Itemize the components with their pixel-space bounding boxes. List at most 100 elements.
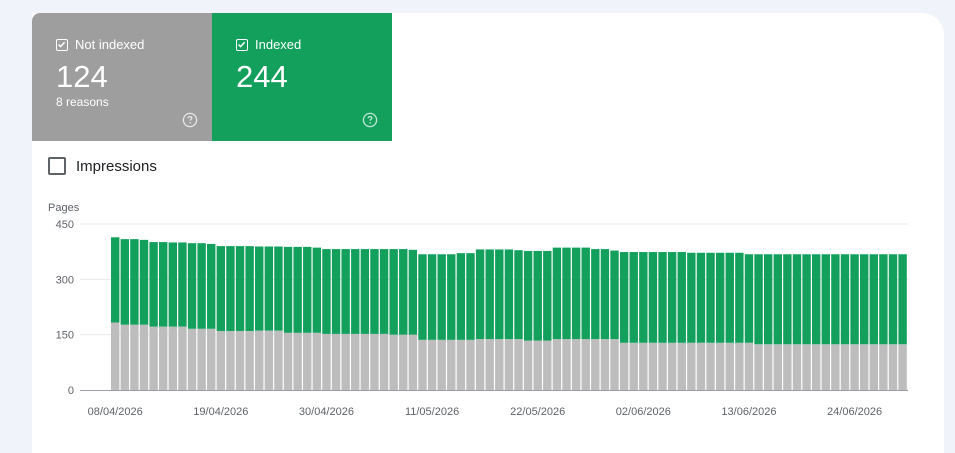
bar-not-indexed[interactable]: [821, 344, 830, 390]
bar-not-indexed[interactable]: [245, 330, 254, 390]
bar-not-indexed[interactable]: [696, 342, 706, 390]
bar-not-indexed[interactable]: [581, 339, 590, 390]
bar-not-indexed[interactable]: [437, 339, 446, 390]
bar-indexed[interactable]: [235, 246, 245, 331]
bar-not-indexed[interactable]: [447, 339, 456, 390]
bar-indexed[interactable]: [591, 249, 600, 340]
bar-not-indexed[interactable]: [389, 334, 398, 390]
bar-not-indexed[interactable]: [139, 324, 149, 390]
bar-indexed[interactable]: [869, 254, 878, 345]
bar-indexed[interactable]: [303, 246, 312, 333]
help-icon[interactable]: [362, 112, 378, 128]
impressions-toggle[interactable]: Impressions: [48, 157, 157, 175]
bar-indexed[interactable]: [264, 246, 274, 331]
bar-indexed[interactable]: [245, 246, 254, 331]
bar-not-indexed[interactable]: [543, 340, 552, 390]
bar-not-indexed[interactable]: [341, 333, 350, 390]
bar-not-indexed[interactable]: [523, 340, 533, 390]
bar-indexed[interactable]: [331, 249, 341, 334]
bar-indexed[interactable]: [274, 246, 283, 331]
bar-indexed[interactable]: [495, 249, 504, 340]
bar-not-indexed[interactable]: [303, 332, 312, 390]
bar-not-indexed[interactable]: [207, 328, 216, 390]
bar-not-indexed[interactable]: [715, 342, 725, 390]
bar-not-indexed[interactable]: [514, 339, 523, 390]
bar-not-indexed[interactable]: [226, 330, 235, 390]
bar-not-indexed[interactable]: [235, 330, 245, 390]
bar-not-indexed[interactable]: [773, 344, 782, 390]
bar-not-indexed[interactable]: [811, 344, 821, 390]
bar-indexed[interactable]: [610, 250, 619, 340]
bar-not-indexed[interactable]: [255, 330, 264, 390]
bar-indexed[interactable]: [706, 252, 715, 343]
bar-not-indexed[interactable]: [111, 322, 120, 390]
bar-indexed[interactable]: [293, 246, 302, 333]
bar-not-indexed[interactable]: [600, 339, 610, 390]
bar-not-indexed[interactable]: [859, 344, 869, 390]
bar-not-indexed[interactable]: [879, 344, 888, 390]
bar-not-indexed[interactable]: [744, 342, 754, 390]
bar-not-indexed[interactable]: [591, 339, 600, 390]
bar-not-indexed[interactable]: [370, 333, 379, 390]
bar-indexed[interactable]: [600, 249, 610, 340]
not-indexed-checkbox[interactable]: [56, 39, 68, 51]
bar-not-indexed[interactable]: [360, 333, 370, 390]
bar-indexed[interactable]: [168, 242, 178, 327]
bar-indexed[interactable]: [322, 249, 331, 334]
bar-not-indexed[interactable]: [533, 340, 542, 390]
bar-not-indexed[interactable]: [120, 324, 129, 390]
bar-not-indexed[interactable]: [629, 342, 638, 390]
bar-indexed[interactable]: [543, 250, 552, 341]
bar-not-indexed[interactable]: [331, 333, 341, 390]
bar-indexed[interactable]: [466, 253, 475, 340]
bar-indexed[interactable]: [629, 252, 638, 343]
help-icon[interactable]: [182, 112, 198, 128]
bar-indexed[interactable]: [562, 247, 571, 340]
bar-not-indexed[interactable]: [197, 328, 206, 390]
bar-indexed[interactable]: [667, 252, 677, 343]
bar-not-indexed[interactable]: [706, 342, 715, 390]
bar-not-indexed[interactable]: [466, 339, 475, 390]
bar-indexed[interactable]: [447, 254, 456, 340]
bar-not-indexed[interactable]: [216, 330, 226, 390]
bar-indexed[interactable]: [879, 254, 888, 345]
bar-not-indexed[interactable]: [783, 344, 792, 390]
bar-indexed[interactable]: [283, 246, 293, 333]
bar-indexed[interactable]: [533, 250, 542, 341]
bar-indexed[interactable]: [360, 249, 370, 334]
bar-not-indexed[interactable]: [399, 334, 408, 390]
bar-indexed[interactable]: [831, 254, 840, 345]
bar-indexed[interactable]: [226, 246, 235, 331]
bar-not-indexed[interactable]: [667, 342, 677, 390]
bar-indexed[interactable]: [187, 243, 197, 329]
bar-indexed[interactable]: [821, 254, 830, 345]
bar-not-indexed[interactable]: [562, 339, 571, 390]
bar-indexed[interactable]: [139, 239, 149, 325]
bar-not-indexed[interactable]: [187, 328, 197, 390]
bar-not-indexed[interactable]: [322, 333, 331, 390]
bar-not-indexed[interactable]: [312, 332, 322, 390]
bar-indexed[interactable]: [648, 252, 658, 343]
bar-indexed[interactable]: [149, 242, 158, 327]
bar-not-indexed[interactable]: [610, 339, 619, 390]
bar-indexed[interactable]: [379, 249, 389, 334]
bar-indexed[interactable]: [773, 254, 782, 345]
bar-not-indexed[interactable]: [888, 344, 898, 390]
bar-indexed[interactable]: [687, 252, 696, 343]
bar-indexed[interactable]: [658, 252, 667, 343]
bar-indexed[interactable]: [754, 254, 763, 345]
bar-indexed[interactable]: [763, 254, 773, 345]
bar-indexed[interactable]: [677, 252, 686, 343]
bar-indexed[interactable]: [783, 254, 792, 345]
bar-indexed[interactable]: [725, 252, 734, 343]
bar-indexed[interactable]: [399, 249, 408, 335]
bar-not-indexed[interactable]: [168, 326, 178, 390]
bar-not-indexed[interactable]: [504, 339, 514, 390]
bar-indexed[interactable]: [427, 254, 437, 340]
bar-not-indexed[interactable]: [648, 342, 658, 390]
bar-not-indexed[interactable]: [725, 342, 734, 390]
bar-not-indexed[interactable]: [159, 326, 168, 390]
bar-not-indexed[interactable]: [379, 333, 389, 390]
bar-indexed[interactable]: [792, 254, 802, 345]
bar-not-indexed[interactable]: [130, 324, 139, 390]
